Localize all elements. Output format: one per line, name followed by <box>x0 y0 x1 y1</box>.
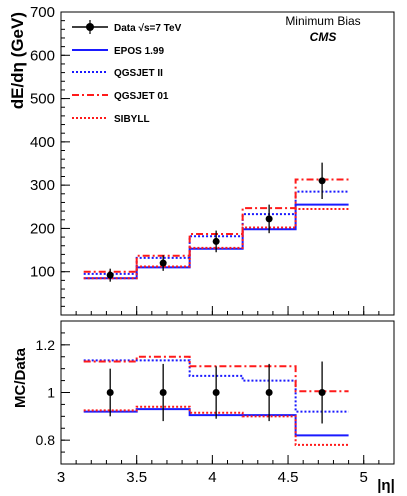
ratio-data-point-1 <box>159 389 167 396</box>
main-y-tick-label: 100 <box>30 264 55 281</box>
legend-entry-epos: EPOS 1.99 <box>72 46 164 57</box>
ratio-data-point-2 <box>212 389 220 396</box>
x-tick-label: 4 <box>208 469 216 486</box>
ratio-y-tick-label: 1 <box>47 385 55 401</box>
main-data-point-2 <box>212 237 220 245</box>
main-y-axis-title: dE/dη (GeV) <box>8 12 27 109</box>
main-y-tick-label: 600 <box>30 47 55 64</box>
legend-label-qgsjet-01: QGSJET 01 <box>114 91 169 102</box>
main-series-layer <box>83 178 349 280</box>
main-data-point-3 <box>265 215 273 223</box>
ratio-x-axis: 3 3.5 4 4.5 5 <box>57 455 395 486</box>
legend: Data √s=7 TeV EPOS 1.99 QGSJET II QGSJET… <box>72 20 182 125</box>
ratio-data-point-4 <box>318 389 326 396</box>
minimum-bias-label: Minimum Bias <box>285 14 360 28</box>
legend-label-data: Data √s=7 TeV <box>114 23 182 34</box>
main-y-tick-label: 400 <box>30 134 55 151</box>
legend-entry-sibyll: SIBYLL <box>72 114 150 125</box>
legend-label-sibyll: SIBYLL <box>114 114 150 125</box>
main-data-layer <box>106 162 326 282</box>
main-data-point-1 <box>159 259 167 267</box>
main-y-tick-label: 500 <box>30 91 55 108</box>
legend-entry-qgsjet-ii: QGSJET II <box>72 68 163 79</box>
legend-label-epos: EPOS 1.99 <box>114 46 164 57</box>
main-y-tick-label: 200 <box>30 220 55 237</box>
ratio-series-qgsjet-ii <box>83 359 349 413</box>
ratio-data-point-3 <box>265 389 273 396</box>
x-axis-title: |η| <box>377 477 395 494</box>
main-plot-frame <box>60 11 395 316</box>
legend-entry-data: Data √s=7 TeV <box>72 20 182 34</box>
main-y-axis: 100 200 300 400 500 600 700 <box>30 4 395 316</box>
cms-label: CMS <box>310 30 337 44</box>
legend-label-qgsjet-ii: QGSJET II <box>114 68 163 79</box>
main-data-point-4 <box>318 177 326 185</box>
x-tick-label: 3.5 <box>126 469 147 486</box>
legend-entry-qgsjet-01: QGSJET 01 <box>72 91 169 102</box>
ratio-data-layer <box>106 361 326 424</box>
main-y-tick-label: 700 <box>30 4 55 21</box>
legend-marker-data-dot <box>86 23 94 31</box>
ratio-data-point-0 <box>106 389 114 396</box>
x-tick-label: 3 <box>57 469 65 486</box>
ratio-y-axis-title: MC/Data <box>12 347 29 408</box>
main-series-qgsjet-01 <box>83 178 349 273</box>
x-tick-label: 4.5 <box>278 469 299 486</box>
main-data-point-0 <box>106 271 114 279</box>
ratio-y-tick-label: 0.8 <box>36 432 56 448</box>
ratio-y-axis: 0.8 1 1.2 <box>36 320 70 465</box>
main-y-tick-label: 300 <box>30 177 55 194</box>
x-tick-label: 5 <box>360 469 368 486</box>
ratio-y-tick-label: 1.2 <box>36 337 56 353</box>
ratio-series-qgsjet-01 <box>83 355 349 393</box>
